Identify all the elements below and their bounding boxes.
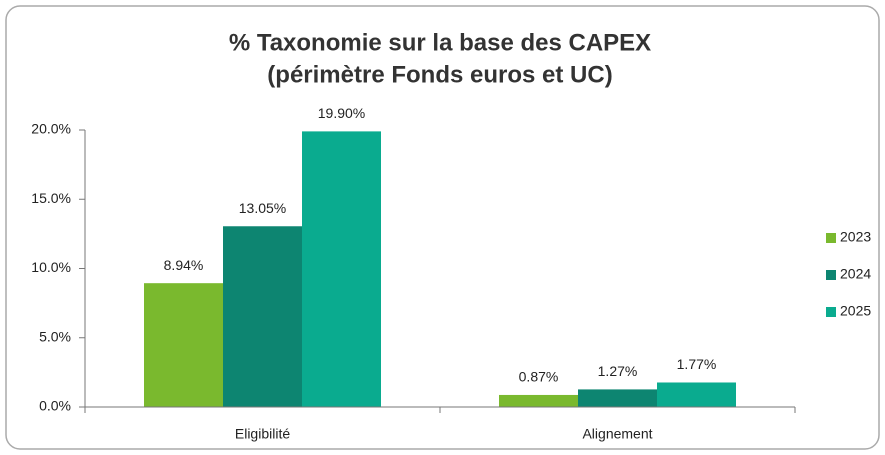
y-tick-label: 15.0% — [31, 190, 71, 206]
bar — [302, 131, 381, 407]
bar — [578, 389, 657, 407]
value-label: 1.77% — [677, 356, 717, 372]
value-label: 19.90% — [318, 105, 365, 121]
bar — [144, 283, 223, 407]
bar — [657, 382, 736, 407]
legend-swatch — [826, 270, 836, 280]
y-tick-label: 20.0% — [31, 121, 71, 137]
legend-label: 2023 — [840, 229, 871, 245]
chart-subtitle: (périmètre Fonds euros et UC) — [267, 61, 612, 88]
y-tick-label: 10.0% — [31, 259, 71, 275]
legend-label: 2025 — [840, 303, 871, 319]
bar — [499, 394, 578, 407]
value-label: 8.94% — [164, 257, 204, 273]
value-label: 13.05% — [239, 200, 286, 216]
y-tick-label: 0.0% — [39, 398, 71, 414]
legend-swatch — [826, 307, 836, 317]
legend-swatch — [826, 233, 836, 243]
value-label: 0.87% — [519, 369, 559, 385]
x-tick-label: Eligibilité — [235, 426, 290, 442]
value-label: 1.27% — [598, 363, 638, 379]
chart-title: % Taxonomie sur la base des CAPEX — [229, 29, 651, 56]
y-tick-label: 5.0% — [39, 328, 71, 344]
bar — [223, 226, 302, 407]
legend-label: 2024 — [840, 266, 871, 282]
x-tick-label: Alignement — [582, 426, 652, 442]
